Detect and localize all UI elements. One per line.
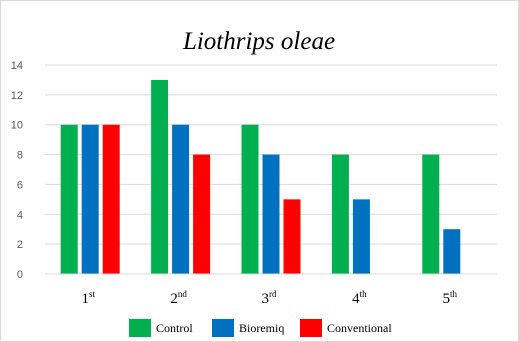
- y-tick-label: 2: [17, 239, 23, 251]
- y-tick-label: 4: [17, 209, 23, 221]
- bar-control-2: [151, 79, 169, 274]
- bar-control-3: [241, 124, 259, 274]
- bar-control-5: [422, 154, 440, 274]
- legend-label-bioremiq: Bioremiq: [239, 321, 284, 335]
- bar-bioremiq-1: [81, 124, 99, 274]
- legend-swatch-bioremiq: [212, 319, 234, 337]
- bars: [45, 79, 497, 275]
- y-axis-ticks: 0 2 4 6 8 10 12 14: [11, 60, 23, 281]
- y-tick-label: 8: [17, 150, 23, 162]
- y-tick-label: 14: [11, 60, 23, 72]
- x-tick-label: 5th: [443, 289, 458, 307]
- y-tick-label: 10: [11, 120, 23, 132]
- bar-bioremiq-3: [262, 154, 280, 274]
- legend-swatch-control: [129, 319, 151, 337]
- legend: Control Bioremiq Conventional: [129, 319, 392, 337]
- y-tick-label: 12: [11, 90, 23, 102]
- bar-bioremiq-2: [172, 124, 190, 274]
- x-tick-label: 3rd: [262, 289, 277, 307]
- legend-label-control: Control: [156, 321, 193, 335]
- legend-swatch-conventional: [300, 319, 322, 337]
- bar-control-4: [331, 154, 349, 274]
- x-tick-label: 1st: [81, 289, 95, 307]
- y-tick-label: 6: [17, 179, 23, 191]
- legend-label-conventional: Conventional: [327, 321, 392, 335]
- bar-bioremiq-4: [352, 199, 370, 274]
- chart-title: Liothrips oleae: [182, 28, 335, 55]
- x-tick-label: 2nd: [170, 289, 187, 307]
- y-tick-label: 0: [17, 269, 23, 281]
- x-tick-label: 4th: [352, 289, 367, 307]
- bar-control-1: [60, 124, 78, 274]
- x-axis-ticks: 1st 2nd 3rd 4th 5th: [81, 289, 457, 307]
- bar-conventional-3: [283, 199, 301, 274]
- bar-bioremiq-5: [443, 229, 461, 274]
- bar-conventional-2: [193, 154, 211, 274]
- bar-conventional-1: [102, 124, 120, 274]
